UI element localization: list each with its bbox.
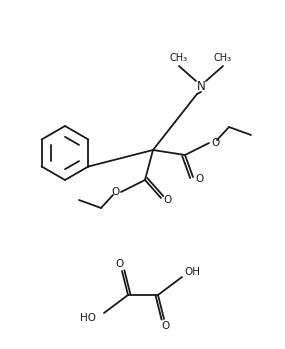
Text: N: N (197, 80, 205, 92)
Text: O: O (111, 187, 119, 197)
Text: CH₃: CH₃ (170, 53, 188, 63)
Text: O: O (116, 259, 124, 269)
Text: O: O (163, 195, 171, 205)
Text: O: O (162, 321, 170, 331)
Text: OH: OH (184, 267, 200, 277)
Text: O: O (195, 174, 203, 184)
Text: O: O (211, 138, 219, 148)
Text: CH₃: CH₃ (214, 53, 232, 63)
Text: HO: HO (80, 313, 96, 323)
